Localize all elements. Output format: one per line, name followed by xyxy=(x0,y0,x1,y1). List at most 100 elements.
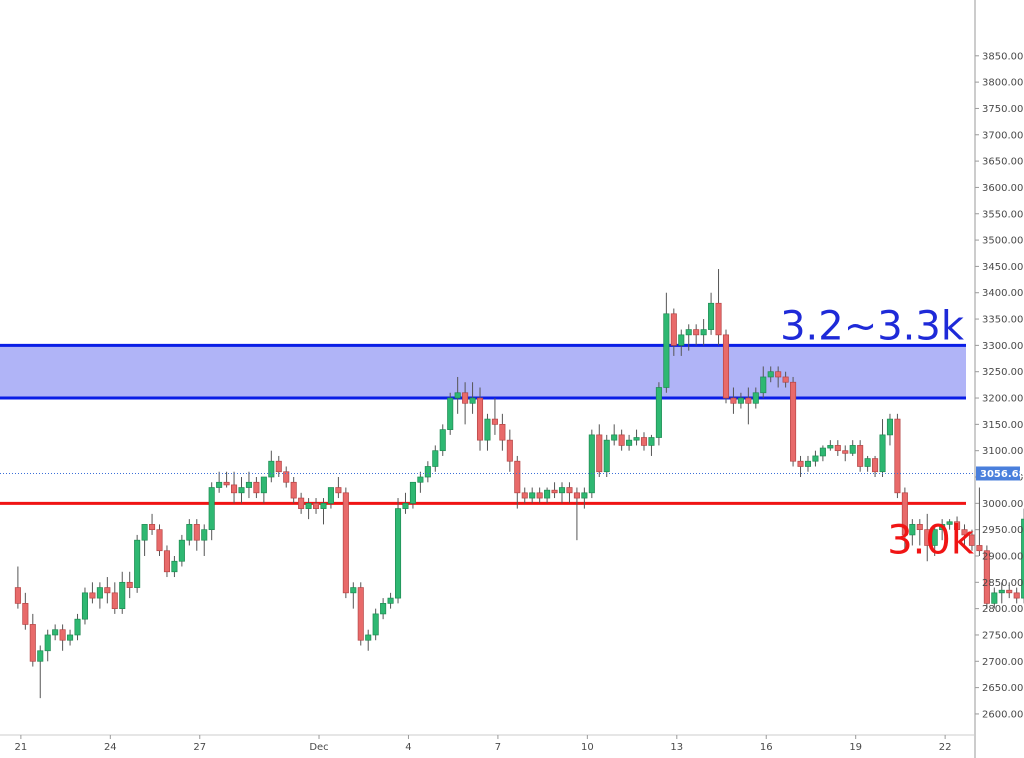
candle-body xyxy=(558,487,566,494)
candle xyxy=(469,382,476,414)
candle-body xyxy=(566,487,573,494)
candle-body xyxy=(59,629,66,641)
candle xyxy=(1021,508,1024,604)
candle xyxy=(812,450,819,467)
candle xyxy=(976,487,983,556)
candle xyxy=(685,324,692,351)
candle-body xyxy=(402,502,409,509)
candle-body xyxy=(715,302,722,336)
candle-body xyxy=(417,476,424,483)
candle xyxy=(476,387,484,451)
candle-body xyxy=(886,418,894,436)
candle xyxy=(439,424,446,456)
candle-body xyxy=(305,502,312,509)
candle xyxy=(365,629,372,651)
candle-body xyxy=(96,587,103,599)
candle-body xyxy=(596,434,603,473)
candle xyxy=(305,498,312,520)
candle xyxy=(633,429,640,446)
candle-body xyxy=(208,487,215,531)
price-tick-label: 3550.00 xyxy=(982,209,1023,220)
candle-body xyxy=(536,492,543,499)
candle xyxy=(245,471,252,499)
candle xyxy=(260,476,267,504)
candle xyxy=(96,582,103,609)
price-tick-label: 3200.00 xyxy=(982,394,1023,405)
price-tick-label: 3000.00 xyxy=(982,499,1023,510)
candle-body xyxy=(916,524,923,531)
candle xyxy=(708,292,715,335)
price-tick-label: 3650.00 xyxy=(982,157,1023,168)
candle xyxy=(29,613,36,667)
zone-labels: 3.2~3.3k 3.0k xyxy=(780,303,975,563)
candle xyxy=(715,269,722,346)
candle-body xyxy=(409,481,416,504)
candle-body xyxy=(44,634,51,652)
candle xyxy=(275,455,282,478)
candle xyxy=(387,592,394,609)
candle xyxy=(514,455,521,509)
candle-body xyxy=(529,492,536,499)
candle-body xyxy=(685,329,692,336)
candle xyxy=(342,487,349,599)
price-tick-label: 2750.00 xyxy=(982,630,1023,641)
candle xyxy=(626,434,633,451)
candle xyxy=(611,424,618,446)
resistance-zone-label: 3.2~3.3k xyxy=(780,303,965,349)
candle-body xyxy=(812,455,819,462)
candle-body xyxy=(439,429,446,452)
candle xyxy=(193,519,200,551)
candle-body xyxy=(939,524,946,531)
candle-body xyxy=(201,529,208,541)
candle xyxy=(894,413,901,499)
date-tick-label: 16 xyxy=(760,742,773,753)
candle-body xyxy=(693,329,700,336)
candle xyxy=(268,450,275,483)
candle xyxy=(394,498,402,604)
candle xyxy=(752,387,759,409)
candle xyxy=(320,498,327,525)
candle xyxy=(238,477,245,504)
candle-body xyxy=(857,445,864,467)
candle-body xyxy=(894,418,901,494)
candle-body xyxy=(954,521,961,531)
candle-body xyxy=(268,460,275,478)
date-tick-label: 10 xyxy=(581,742,594,753)
candle xyxy=(1006,582,1013,599)
candle xyxy=(857,440,864,472)
candle xyxy=(506,429,513,472)
time-axis[interactable]: 21 24 27 Dec 4 7 10 13 16 19 22 xyxy=(0,734,975,753)
candle xyxy=(163,545,170,578)
candle-body xyxy=(611,434,618,441)
candle-body xyxy=(394,508,402,599)
candle xyxy=(536,487,543,504)
candle-body xyxy=(514,460,521,494)
candle-body xyxy=(626,439,633,446)
price-axis[interactable]: 3850.00 3800.00 3750.00 3700.00 3650.00 3600.… xyxy=(975,51,1023,720)
candle xyxy=(961,524,968,546)
candle xyxy=(618,429,625,451)
candle-body xyxy=(618,434,625,446)
candle xyxy=(357,582,364,646)
candle-body xyxy=(827,445,834,449)
candle-body xyxy=(380,603,387,615)
candle-body xyxy=(834,445,841,452)
candle xyxy=(924,513,931,562)
candle-body xyxy=(298,497,305,509)
candle-body xyxy=(447,397,454,430)
candle xyxy=(44,629,51,662)
candle-body xyxy=(976,545,983,552)
price-tick-label: 3150.00 xyxy=(982,420,1023,431)
candle-body xyxy=(708,302,715,330)
candle-body xyxy=(275,460,282,473)
candle-body xyxy=(797,460,804,467)
candle-body xyxy=(424,466,431,478)
candle-body xyxy=(775,371,782,378)
candle xyxy=(558,482,566,504)
candle xyxy=(946,519,953,530)
candle-body xyxy=(156,529,163,552)
date-tick-label: 7 xyxy=(495,742,501,753)
candle xyxy=(491,398,498,435)
price-tick-label: 3600.00 xyxy=(982,183,1023,194)
